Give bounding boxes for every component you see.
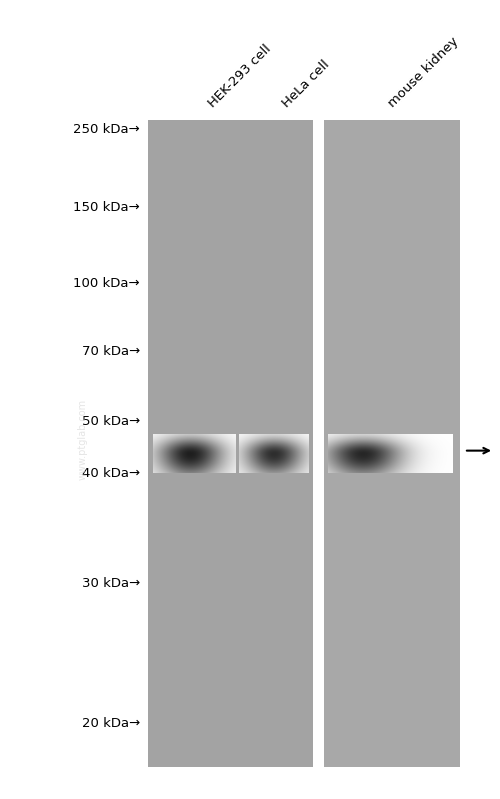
Text: 250 kDa→: 250 kDa→ — [73, 123, 140, 136]
Text: 30 kDa→: 30 kDa→ — [82, 577, 140, 590]
Text: www.ptglab.com: www.ptglab.com — [78, 399, 88, 480]
Text: 50 kDa→: 50 kDa→ — [82, 415, 140, 428]
Text: 20 kDa→: 20 kDa→ — [82, 718, 140, 730]
Text: 100 kDa→: 100 kDa→ — [74, 277, 140, 290]
Text: HeLa cell: HeLa cell — [280, 58, 332, 110]
Bar — [324, 120, 460, 767]
Text: 40 kDa→: 40 kDa→ — [82, 467, 140, 479]
Text: mouse kidney: mouse kidney — [386, 35, 461, 110]
Text: 70 kDa→: 70 kDa→ — [82, 345, 140, 358]
Text: 150 kDa→: 150 kDa→ — [73, 201, 140, 214]
Bar — [148, 120, 312, 767]
Text: HEK-293 cell: HEK-293 cell — [206, 42, 274, 110]
